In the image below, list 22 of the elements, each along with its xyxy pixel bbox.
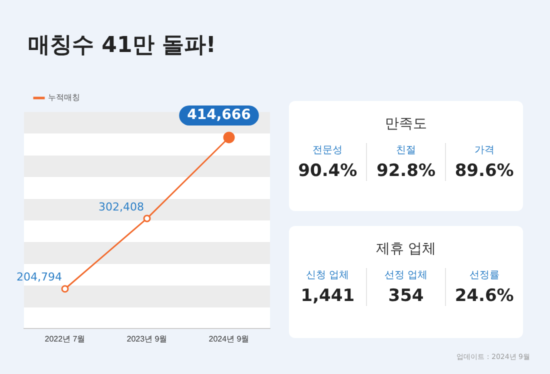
x-tick-label: 2022년 7월: [44, 334, 86, 344]
category-label: 전문성: [312, 144, 344, 157]
data-label: 204,794: [16, 270, 62, 284]
text: 제휴 업체: [374, 240, 438, 258]
text: 92.8%: [376, 161, 436, 181]
category-label: 신청 업체: [305, 269, 350, 282]
text: 90.4%: [298, 161, 358, 181]
category-label: 선정률: [468, 269, 500, 282]
x-tick-label: 2023년 9월: [126, 334, 168, 344]
category-label: 가격: [473, 144, 496, 157]
legend-label: 누적매칭: [48, 93, 80, 102]
category-label: 선정 업체: [383, 269, 429, 282]
chart-title: 매칭수 41만 돌파!: [28, 32, 216, 60]
text: 89.6%: [454, 161, 514, 181]
x-tick-label: 2024년 9월: [208, 334, 250, 344]
category-label: 친절: [394, 144, 417, 157]
text: 354: [388, 286, 424, 306]
text: 24.6%: [454, 286, 514, 306]
data-label: 302,408: [98, 200, 144, 214]
data-label: 414,666: [187, 107, 251, 124]
text: 만족도: [384, 115, 428, 133]
text: 1,441: [300, 286, 355, 306]
